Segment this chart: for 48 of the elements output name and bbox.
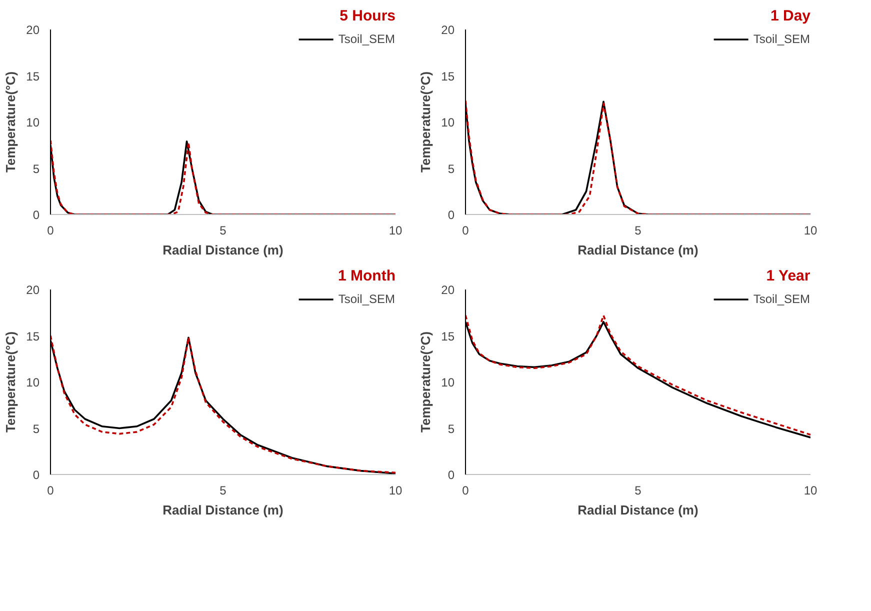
x-tick-label: 10 [804,224,818,238]
y-axis-title: Temperature(°C) [3,71,18,173]
y-tick-label: 10 [441,376,455,390]
x-tick-label: 10 [388,484,402,498]
y-tick-label: 0 [448,468,455,482]
x-tick-label: 5 [634,224,642,238]
x-tick-label: 5 [220,224,227,238]
y-tick-label: 20 [441,23,455,37]
y-axis-title: Temperature(°C) [3,331,18,433]
y-tick-label: 10 [26,376,40,390]
y-tick-label: 10 [26,116,40,130]
x-axis-title: Radial Distance (m) [578,502,698,518]
chart-title: 1 Day [770,8,812,24]
legend-label: Tsoil_SEM [338,32,395,46]
chart-title: 5 Hours [340,8,396,24]
x-axis-title: Radial Distance (m) [162,502,284,518]
y-tick-label: 5 [32,422,40,436]
x-tick-label: 5 [220,484,227,498]
y-tick-label: 15 [26,329,40,344]
y-tick-label: 20 [26,283,40,297]
x-axis-title: Radial Distance (m) [162,242,284,258]
legend-label: Tsoil_SEM [753,32,810,46]
legend-label: Tsoil_SEM [338,292,395,306]
y-tick-label: 15 [26,69,40,84]
x-tick-label: 0 [462,224,470,238]
chart-title: 1 Year [766,268,810,284]
y-tick-label: 0 [448,208,455,222]
y-tick-label: 5 [32,162,40,176]
x-axis-title: Radial Distance (m) [578,242,698,258]
y-tick-label: 5 [448,162,455,176]
y-tick-label: 10 [441,116,455,130]
y-tick-label: 5 [448,422,455,436]
y-tick-label: 15 [441,69,455,84]
x-tick-label: 10 [388,224,402,238]
legend-label: Tsoil_SEM [753,292,810,306]
chart-title: 1 Month [338,268,396,284]
x-tick-label: 10 [804,484,818,498]
y-tick-label: 20 [441,283,455,297]
x-tick-label: 0 [462,484,470,498]
x-tick-label: 5 [634,484,642,498]
y-axis-title: Temperature(°C) [418,71,434,173]
y-tick-label: 0 [32,208,40,222]
y-tick-label: 0 [32,468,40,482]
y-axis-title: Temperature(°C) [418,331,434,433]
x-tick-label: 0 [47,484,54,498]
y-tick-label: 15 [441,329,455,344]
y-tick-label: 20 [26,23,40,37]
x-tick-label: 0 [47,224,54,238]
